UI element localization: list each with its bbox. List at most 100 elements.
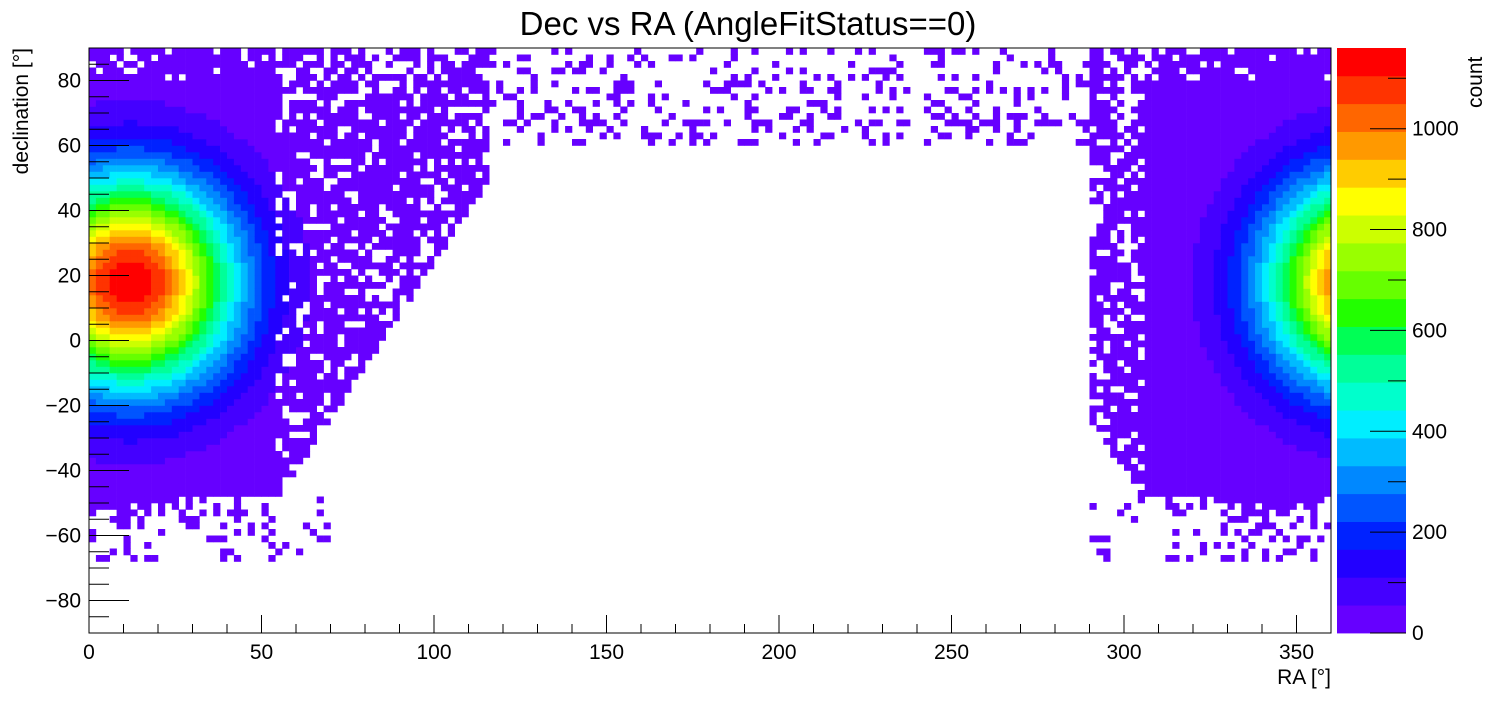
heatmap-cell (254, 119, 262, 127)
heatmap-cell (330, 314, 338, 322)
heatmap-cell (1144, 308, 1152, 315)
heatmap-cell (406, 204, 414, 211)
heatmap-cell (351, 308, 359, 315)
heatmap-cell (1220, 67, 1228, 75)
heatmap-cell (1041, 119, 1049, 127)
heatmap-cell (1248, 373, 1256, 380)
heatmap-cell (1096, 48, 1104, 55)
heatmap-cell (233, 366, 242, 374)
heatmap-cell (116, 314, 124, 322)
heatmap-cell (1110, 191, 1118, 198)
heatmap-cell (1179, 80, 1187, 88)
heatmap-cell (268, 483, 276, 491)
heatmap-cell (1268, 334, 1277, 341)
heatmap-cell (213, 425, 221, 432)
heatmap-cell (1089, 243, 1097, 250)
heatmap-cell (247, 327, 255, 335)
heatmap-cell (1124, 353, 1132, 361)
heatmap-cell (468, 61, 476, 68)
heatmap-cell (185, 379, 193, 387)
heatmap-cell (1186, 477, 1194, 484)
heatmap-cell (1262, 334, 1270, 341)
heatmap-cell (461, 178, 469, 185)
heatmap-cell (1158, 93, 1166, 101)
heatmap-cell (1055, 61, 1063, 68)
heatmap-cell (316, 314, 324, 322)
heatmap-cell (309, 243, 317, 250)
heatmap-cell (1130, 418, 1139, 426)
heatmap-cell (896, 106, 904, 114)
heatmap-cell (296, 340, 304, 348)
heatmap-cell (1089, 80, 1097, 88)
heatmap-cell (1206, 152, 1214, 159)
heatmap-cell (227, 275, 235, 283)
heatmap-cell (89, 392, 97, 400)
heatmap-cell (109, 210, 117, 218)
heatmap-cell (365, 93, 373, 101)
heatmap-cell (164, 87, 173, 94)
heatmap-cell (427, 113, 435, 120)
heatmap-cell (1234, 184, 1242, 192)
heatmap-cell (330, 139, 338, 146)
heatmap-cell (164, 158, 173, 166)
heatmap-cell (178, 438, 186, 445)
heatmap-cell (447, 119, 455, 127)
heatmap-cell (1206, 301, 1214, 309)
heatmap-cell (254, 477, 262, 484)
heatmap-cell (102, 327, 110, 335)
heatmap-cell (309, 347, 317, 354)
heatmap-cell (1144, 399, 1152, 406)
heatmap-cell (1220, 210, 1228, 218)
heatmap-cell (1234, 386, 1242, 393)
heatmap-cell (358, 61, 366, 68)
heatmap-cell (1172, 386, 1180, 393)
heatmap-cell (227, 295, 235, 302)
heatmap-cell (1089, 360, 1097, 367)
heatmap-cell (1165, 217, 1173, 224)
heatmap-cell (1124, 197, 1132, 205)
heatmap-cell (227, 223, 235, 231)
heatmap-cell (171, 321, 179, 328)
heatmap-cell (95, 470, 104, 478)
heatmap-cell (1199, 178, 1208, 185)
heatmap-cell (144, 145, 152, 153)
heatmap-cell (123, 204, 131, 211)
heatmap-cell (1089, 535, 1097, 543)
heatmap-cell (1213, 340, 1221, 348)
heatmap-cell (1144, 490, 1152, 497)
heatmap-cell (834, 106, 842, 114)
heatmap-cell (213, 327, 221, 335)
heatmap-cell (282, 301, 290, 309)
heatmap-cell (371, 295, 380, 302)
heatmap-cell (130, 470, 138, 478)
heatmap-cell (1179, 275, 1187, 283)
heatmap-cell (986, 139, 994, 146)
heatmap-cell (89, 54, 97, 62)
heatmap-cell (351, 210, 359, 218)
heatmap-cell (1165, 366, 1173, 374)
heatmap-cell (1193, 444, 1201, 452)
heatmap-cell (371, 74, 380, 81)
heatmap-cell (123, 288, 131, 296)
heatmap-cell (144, 542, 152, 549)
heatmap-cell (296, 451, 304, 458)
heatmap-cell (171, 269, 179, 276)
heatmap-cell (199, 100, 207, 107)
heatmap-cell (1220, 236, 1228, 244)
heatmap-cell (254, 314, 262, 322)
heatmap-cell (268, 48, 276, 55)
heatmap-cell (420, 191, 428, 198)
heatmap-cell (123, 522, 131, 530)
heatmap-cell (171, 438, 179, 445)
heatmap-cell (302, 321, 311, 328)
heatmap-cell (151, 353, 159, 361)
heatmap-cell (1220, 87, 1228, 94)
heatmap-cell (703, 106, 711, 114)
heatmap-cell (1165, 490, 1173, 497)
heatmap-cell (1241, 555, 1249, 562)
heatmap-cell (89, 360, 97, 367)
heatmap-cell (434, 80, 442, 88)
heatmap-cell (199, 93, 207, 101)
heatmap-cell (1206, 379, 1214, 387)
heatmap-cell (185, 353, 193, 361)
